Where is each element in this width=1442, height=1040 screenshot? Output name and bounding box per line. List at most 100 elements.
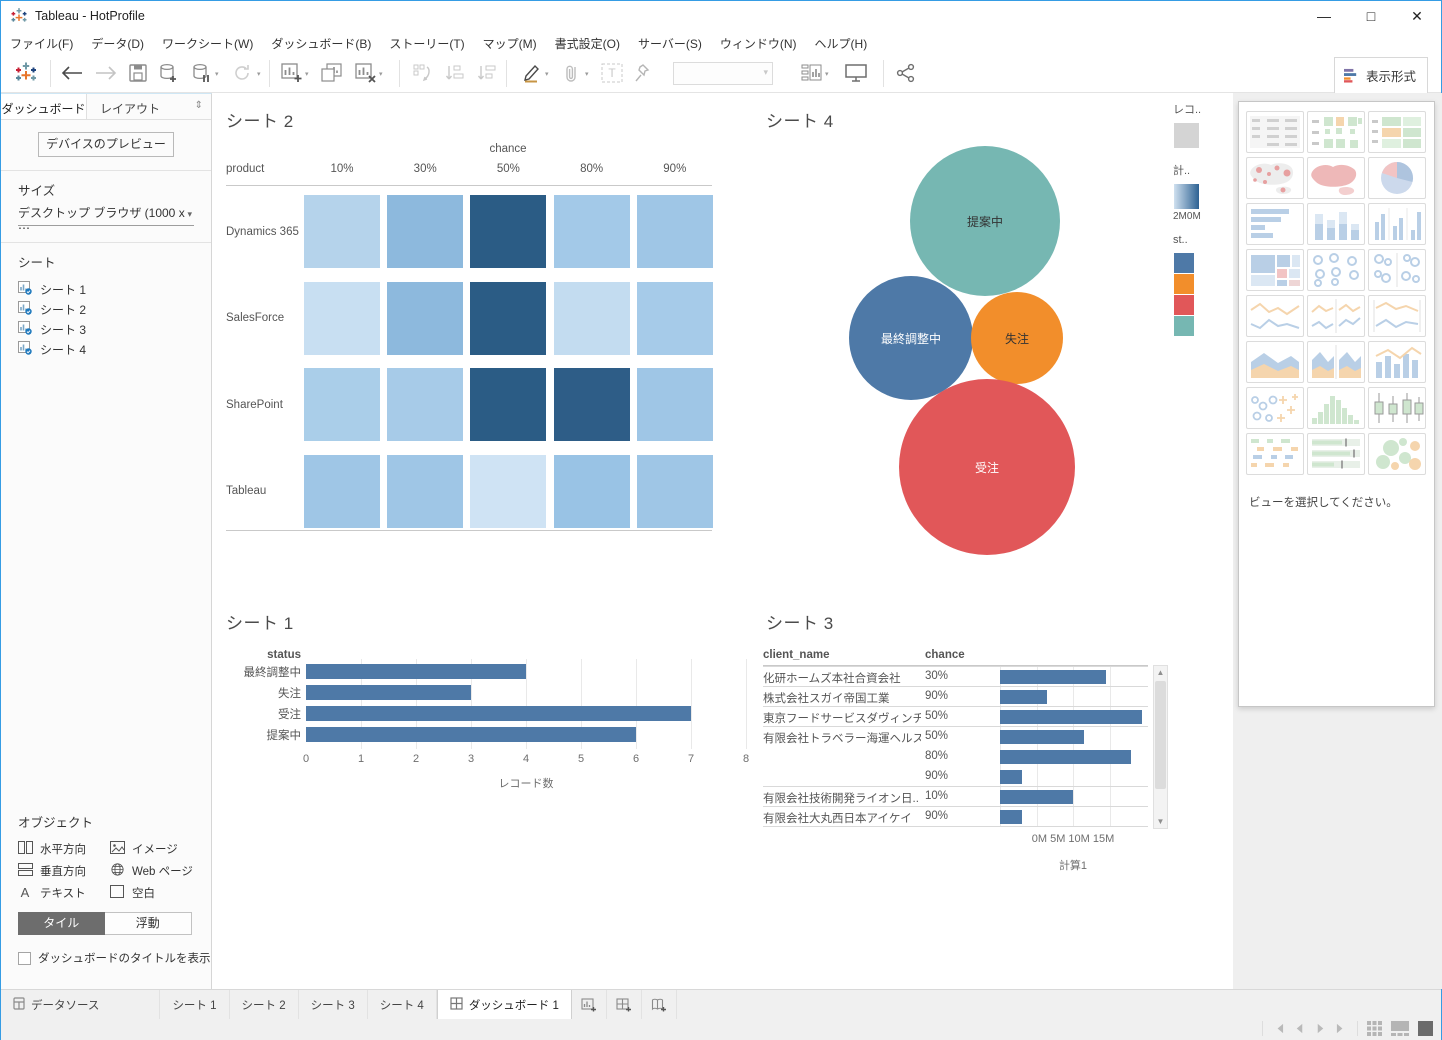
heatmap-cell[interactable] [636,195,713,268]
show-mark-labels-button[interactable]: T [597,58,627,88]
heatmap-cell[interactable] [636,454,713,528]
menu-item[interactable]: 書式設定(O) [554,37,620,51]
heatmap-cell[interactable] [636,281,713,355]
sidebar-sheet-item[interactable]: シート 1 [18,279,198,299]
heatmap-cell[interactable] [387,195,464,268]
object-item-web[interactable]: Web ページ [110,860,200,882]
tab-シート 3[interactable]: シート 3 [299,990,368,1019]
duplicate-sheet-button[interactable] [317,58,347,88]
menu-item[interactable]: データ(D) [91,37,144,51]
highlight-caret[interactable]: ▾ [545,71,549,78]
status-legend-swatch[interactable] [1174,316,1194,336]
tab-シート 1[interactable]: シート 1 [160,990,230,1019]
bubble-mark[interactable]: 受注 [899,379,1075,555]
object-item-vertical[interactable]: 垂直方向 [18,860,110,882]
tab-ダッシュボード 1[interactable]: ダッシュボード 1 [436,990,572,1019]
bar-mark[interactable] [1000,810,1022,824]
bar-mark[interactable] [306,664,526,679]
tab-dashboard[interactable]: ダッシュボード [1,94,87,119]
menu-item[interactable]: マップ(M) [482,37,537,51]
heatmap-cell[interactable] [470,368,547,441]
scroll-up-icon[interactable]: ▲ [1156,668,1165,677]
save-button[interactable] [123,58,153,88]
object-item-text[interactable]: A テキスト [18,882,110,904]
show-me-thumb-symbol-map[interactable] [1246,157,1304,199]
show-me-thumb-stacked-bars[interactable] [1307,203,1365,245]
maximize-button[interactable]: □ [1366,8,1376,24]
heatmap-cell[interactable] [304,195,380,268]
show-me-thumb-side-by-side-circles[interactable] [1368,249,1426,291]
redo-button[interactable] [91,58,121,88]
show-me-thumb-bullet[interactable] [1307,433,1365,475]
tab-data-source[interactable]: データソース [1,990,161,1019]
status-legend-swatch[interactable] [1174,274,1194,294]
show-me-thumb-treemap[interactable] [1246,249,1304,291]
pause-auto-updates-button[interactable] [186,58,216,88]
clear-sheet-button[interactable] [351,58,381,88]
show-me-thumb-dual-combination[interactable] [1368,341,1426,383]
heatmap-cell[interactable] [304,454,380,528]
new-dashboard-tab-button[interactable] [607,990,642,1019]
bar-mark[interactable] [1000,730,1084,744]
heatmap-cell[interactable] [553,454,630,528]
tableau-home-button[interactable] [11,58,41,88]
heatmap-cell[interactable] [553,195,630,268]
heatmap-cell[interactable] [304,368,380,441]
show-me-thumb-lines-discrete[interactable] [1307,295,1365,337]
show-me-thumb-scatter[interactable] [1246,387,1304,429]
records-legend-swatch[interactable] [1174,123,1199,148]
menu-item[interactable]: ワークシート(W) [162,37,254,51]
menu-item[interactable]: ダッシュボード(B) [271,37,372,51]
sidebar-sheet-item[interactable]: シート 4 [18,339,198,359]
refresh-dropdown-caret[interactable]: ▾ [257,71,261,78]
show-me-thumb-gantt[interactable] [1246,433,1304,475]
size-select[interactable]: デスクトップ ブラウザ (1000 x ⋯ ▾ [18,204,194,235]
show-me-thumb-dual-lines[interactable] [1368,295,1426,337]
bar-mark[interactable] [1000,690,1048,704]
menu-item[interactable]: ウィンドウ(N) [719,37,797,51]
group-caret[interactable]: ▾ [585,71,589,78]
pause-dropdown-caret[interactable]: ▾ [215,71,219,78]
bar-mark[interactable] [306,685,471,700]
menu-item[interactable]: ファイル(F) [10,37,74,51]
new-worksheet-caret[interactable]: ▾ [305,71,309,78]
pane-split-icon[interactable]: ⇕ [194,100,203,111]
tab-layout[interactable]: レイアウト [99,102,160,116]
bubble-mark[interactable]: 最終調整中 [849,276,973,400]
last-sheet-icon[interactable] [1336,1023,1347,1034]
first-sheet-icon[interactable] [1273,1023,1284,1034]
menu-item[interactable]: ストーリー(T) [389,37,465,51]
show-me-thumb-area-discrete[interactable] [1307,341,1365,383]
show-me-thumb-highlight-table[interactable] [1307,111,1365,153]
bar-mark[interactable] [1000,710,1143,724]
group-members-button[interactable] [557,58,587,88]
share-button[interactable] [891,58,921,88]
bubble-mark[interactable]: 提案中 [910,146,1060,296]
bar-mark[interactable] [1000,670,1106,684]
bar-mark[interactable] [1000,750,1132,764]
sidebar-sheet-item[interactable]: シート 2 [18,299,198,319]
heatmap-cell[interactable] [553,368,630,441]
sidebar-sheet-item[interactable]: シート 3 [18,319,198,339]
sort-ascending-button[interactable] [439,58,469,88]
new-worksheet-tab-button[interactable] [572,990,607,1019]
presentation-mode-button[interactable] [841,58,871,88]
prev-sheet-icon[interactable] [1294,1023,1305,1034]
sheet-sorter-icon[interactable] [1367,1021,1382,1036]
new-story-tab-button[interactable] [642,990,677,1019]
show-me-thumb-horizontal-bars[interactable] [1246,203,1304,245]
heatmap-cell[interactable] [387,454,464,528]
close-button[interactable]: ✕ [1411,8,1423,24]
bubble-mark[interactable]: 失注 [971,292,1063,384]
show-me-thumb-filled-map[interactable] [1307,157,1365,199]
scroll-thumb[interactable] [1155,681,1166,789]
fit-width-combo[interactable]: ▾ [673,62,773,85]
object-item-horizontal[interactable]: 水平方向 [18,838,110,860]
device-preview-button[interactable]: デバイスのプレビュー [38,132,174,157]
highlight-button[interactable] [517,58,547,88]
show-me-thumb-circle-views[interactable] [1307,249,1365,291]
sheet3-scrollbar[interactable]: ▲ ▼ [1153,665,1168,829]
show-me-thumb-side-by-side-bars[interactable] [1368,203,1426,245]
scroll-down-icon[interactable]: ▼ [1156,817,1165,826]
heatmap-cell[interactable] [470,281,547,355]
